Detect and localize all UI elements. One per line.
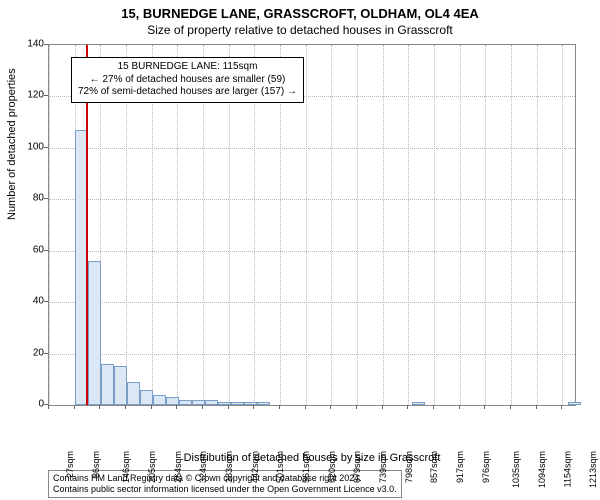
xtick-label: 27sqm xyxy=(65,451,75,478)
ytick-mark xyxy=(44,147,48,148)
gridline-v xyxy=(460,45,461,405)
histogram-bar xyxy=(88,261,101,405)
ytick-label: 100 xyxy=(27,141,44,152)
gridline-v xyxy=(562,45,563,405)
xtick-mark xyxy=(125,405,126,409)
xtick-label: 798sqm xyxy=(404,451,414,483)
gridline-v xyxy=(408,45,409,405)
annotation-line2: ← 27% of detached houses are smaller (59… xyxy=(78,74,297,87)
xtick-label: 620sqm xyxy=(327,451,337,483)
xtick-label: 1213sqm xyxy=(588,451,598,488)
histogram-bar xyxy=(218,402,231,405)
xtick-label: 383sqm xyxy=(224,451,234,483)
gridline-h xyxy=(49,148,575,149)
ytick-label: 80 xyxy=(33,193,44,204)
gridline-h xyxy=(49,199,575,200)
histogram-bar xyxy=(127,382,140,405)
gridline-v xyxy=(485,45,486,405)
xtick-mark xyxy=(279,405,280,409)
xtick-label: 976sqm xyxy=(481,451,491,483)
gridline-h xyxy=(49,354,575,355)
gridline-v xyxy=(511,45,512,405)
xtick-mark xyxy=(382,405,383,409)
xtick-label: 205sqm xyxy=(147,451,157,483)
xtick-mark xyxy=(99,405,100,409)
xtick-mark xyxy=(74,405,75,409)
gridline-v xyxy=(306,45,307,405)
xtick-label: 679sqm xyxy=(352,451,362,483)
ytick-mark xyxy=(44,301,48,302)
xtick-mark xyxy=(484,405,485,409)
ytick-label: 120 xyxy=(27,90,44,101)
histogram-bar xyxy=(166,397,179,405)
xtick-label: 1154sqm xyxy=(562,451,572,487)
gridline-v xyxy=(434,45,435,405)
gridline-v xyxy=(331,45,332,405)
ytick-label: 60 xyxy=(33,244,44,255)
gridline-h xyxy=(49,302,575,303)
xtick-label: 561sqm xyxy=(301,451,311,483)
gridline-h xyxy=(49,251,575,252)
page-title: 15, BURNEDGE LANE, GRASSCROFT, OLDHAM, O… xyxy=(0,0,600,21)
ytick-label: 20 xyxy=(33,347,44,358)
gridline-v xyxy=(49,45,50,405)
page-subtitle: Size of property relative to detached ho… xyxy=(0,21,600,37)
ytick-mark xyxy=(44,250,48,251)
xtick-mark xyxy=(253,405,254,409)
xtick-label: 1094sqm xyxy=(537,451,547,488)
xtick-mark xyxy=(202,405,203,409)
xtick-label: 857sqm xyxy=(429,451,439,483)
ytick-label: 140 xyxy=(27,39,44,50)
xtick-mark xyxy=(510,405,511,409)
chart-container: 15, BURNEDGE LANE, GRASSCROFT, OLDHAM, O… xyxy=(0,0,600,500)
xtick-mark xyxy=(48,405,49,409)
xtick-label: 86sqm xyxy=(91,451,101,478)
xtick-mark xyxy=(356,405,357,409)
y-axis-label: Number of detached properties xyxy=(6,68,18,220)
footer-line2: Contains public sector information licen… xyxy=(53,484,397,495)
xtick-label: 739sqm xyxy=(378,451,388,483)
annotation-line3: 72% of semi-detached houses are larger (… xyxy=(78,86,297,99)
xtick-mark xyxy=(536,405,537,409)
histogram-bar xyxy=(244,402,257,405)
histogram-bar xyxy=(153,395,166,405)
histogram-bar xyxy=(140,390,153,405)
xtick-mark xyxy=(151,405,152,409)
xtick-label: 501sqm xyxy=(275,451,285,483)
histogram-bar xyxy=(257,402,270,405)
xtick-mark xyxy=(433,405,434,409)
xtick-mark xyxy=(305,405,306,409)
xtick-label: 324sqm xyxy=(199,451,209,483)
plot-area: 15 BURNEDGE LANE: 115sqm ← 27% of detach… xyxy=(48,44,576,406)
xtick-mark xyxy=(228,405,229,409)
xtick-mark xyxy=(176,405,177,409)
gridline-v xyxy=(537,45,538,405)
xtick-label: 1035sqm xyxy=(511,451,521,488)
histogram-bar xyxy=(231,402,244,405)
ytick-label: 40 xyxy=(33,296,44,307)
xtick-label: 146sqm xyxy=(122,451,132,483)
xtick-label: 917sqm xyxy=(455,451,465,483)
gridline-v xyxy=(383,45,384,405)
xtick-label: 264sqm xyxy=(173,451,183,483)
ytick-mark xyxy=(44,44,48,45)
annotation-box: 15 BURNEDGE LANE: 115sqm ← 27% of detach… xyxy=(71,57,304,103)
xtick-mark xyxy=(407,405,408,409)
histogram-bar xyxy=(412,402,425,405)
ytick-mark xyxy=(44,95,48,96)
histogram-bar xyxy=(568,402,581,405)
xtick-mark xyxy=(459,405,460,409)
ytick-mark xyxy=(44,353,48,354)
histogram-bar xyxy=(114,366,127,405)
histogram-bar xyxy=(101,364,114,405)
xtick-mark xyxy=(561,405,562,409)
xtick-mark xyxy=(330,405,331,409)
xtick-label: 442sqm xyxy=(250,451,260,483)
ytick-mark xyxy=(44,198,48,199)
annotation-line1: 15 BURNEDGE LANE: 115sqm xyxy=(78,61,297,74)
gridline-v xyxy=(357,45,358,405)
histogram-bar xyxy=(205,400,218,405)
histogram-bar xyxy=(179,400,192,405)
